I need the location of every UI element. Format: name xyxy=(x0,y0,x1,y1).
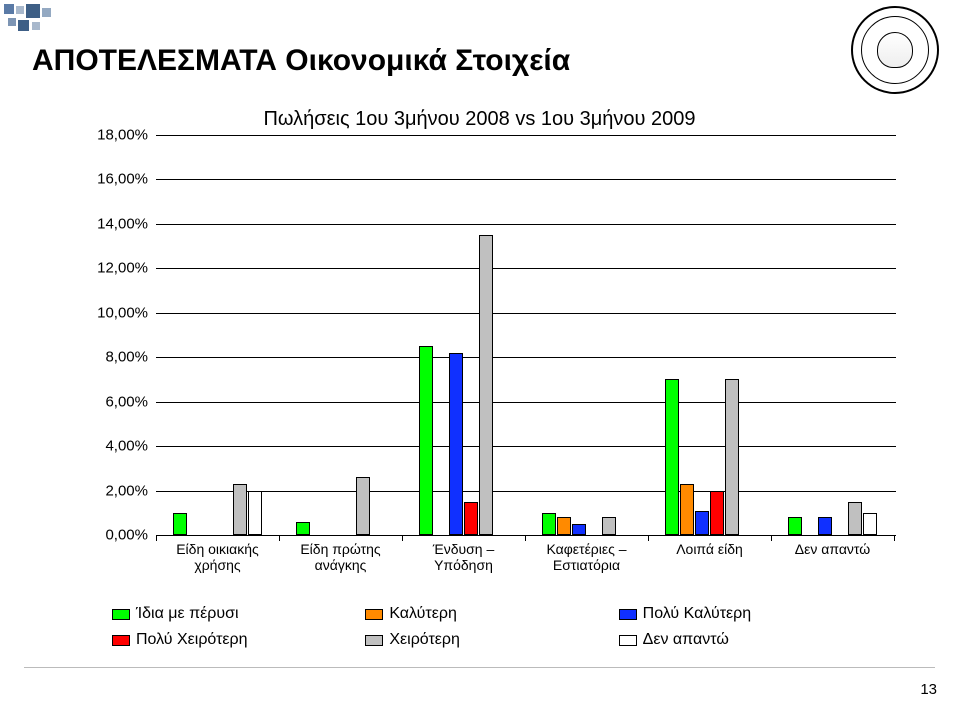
bar xyxy=(665,379,679,535)
legend-label: Δεν απαντώ xyxy=(643,631,729,649)
bar xyxy=(464,502,478,535)
legend-item: Δεν απαντώ xyxy=(619,631,872,649)
plot-area xyxy=(156,135,896,535)
legend-swatch xyxy=(365,609,383,620)
legend-swatch xyxy=(112,609,130,620)
bar xyxy=(557,517,571,535)
corner-decoration xyxy=(4,4,64,36)
bar xyxy=(296,522,310,535)
x-tick-label: Είδη πρώτηςανάγκης xyxy=(279,541,402,573)
bar xyxy=(542,513,556,535)
legend-swatch xyxy=(619,635,637,646)
bar xyxy=(173,513,187,535)
x-tick-label: Δεν απαντώ xyxy=(771,541,894,557)
y-tick-label: 4,00% xyxy=(92,438,148,455)
bar xyxy=(725,379,739,535)
bar xyxy=(602,517,616,535)
legend-label: Πολύ Χειρότερη xyxy=(136,631,248,649)
page-number: 13 xyxy=(920,681,937,698)
seal-logo xyxy=(851,6,939,94)
page-title: ΑΠΟΤΕΛΕΣΜΑΤΑ Οικονομικά Στοιχεία xyxy=(32,44,570,78)
y-tick-label: 2,00% xyxy=(92,482,148,499)
x-tick-label: Είδη οικιακήςχρήσης xyxy=(156,541,279,573)
legend-label: Χειρότερη xyxy=(389,631,460,649)
legend-item: Ίδια με πέρυσι xyxy=(112,605,365,623)
legend-item: Πολύ Καλύτερη xyxy=(619,605,872,623)
bar xyxy=(695,511,709,535)
legend-swatch xyxy=(112,635,130,646)
legend-item: Πολύ Χειρότερη xyxy=(112,631,365,649)
legend-item: Χειρότερη xyxy=(365,631,618,649)
y-tick-label: 18,00% xyxy=(92,127,148,144)
y-tick-label: 16,00% xyxy=(92,171,148,188)
legend-label: Ίδια με πέρυσι xyxy=(136,605,239,623)
legend-item: Καλύτερη xyxy=(365,605,618,623)
bar xyxy=(233,484,247,535)
bar xyxy=(419,346,433,535)
slide: ΑΠΟΤΕΛΕΣΜΑΤΑ Οικονομικά Στοιχεία Πωλήσει… xyxy=(0,0,959,708)
bar xyxy=(680,484,694,535)
legend-label: Καλύτερη xyxy=(389,605,457,623)
y-tick-label: 10,00% xyxy=(92,304,148,321)
footer-rule xyxy=(24,667,935,668)
bar-chart: 0,00%2,00%4,00%6,00%8,00%10,00%12,00%14,… xyxy=(96,135,896,565)
x-tick-label: Καφετέριες –Εστιατόρια xyxy=(525,541,648,573)
bar xyxy=(479,235,493,535)
bar xyxy=(572,524,586,535)
bar xyxy=(848,502,862,535)
legend-swatch xyxy=(365,635,383,646)
legend: Ίδια με πέρυσι Καλύτερη Πολύ Καλύτερη Πολύ … xyxy=(112,605,872,649)
bar xyxy=(863,513,877,535)
y-tick-label: 6,00% xyxy=(92,393,148,410)
legend-label: Πολύ Καλύτερη xyxy=(643,605,752,623)
bar xyxy=(818,517,832,535)
y-tick-label: 0,00% xyxy=(92,527,148,544)
y-tick-label: 14,00% xyxy=(92,215,148,232)
y-tick-label: 12,00% xyxy=(92,260,148,277)
bar xyxy=(710,491,724,535)
bar xyxy=(449,353,463,535)
bar xyxy=(356,477,370,535)
y-tick-label: 8,00% xyxy=(92,349,148,366)
x-tick-label: Ένδυση –Υπόδηση xyxy=(402,541,525,573)
legend-swatch xyxy=(619,609,637,620)
bar xyxy=(248,491,262,535)
x-tick-label: Λοιπά είδη xyxy=(648,541,771,557)
bar xyxy=(788,517,802,535)
